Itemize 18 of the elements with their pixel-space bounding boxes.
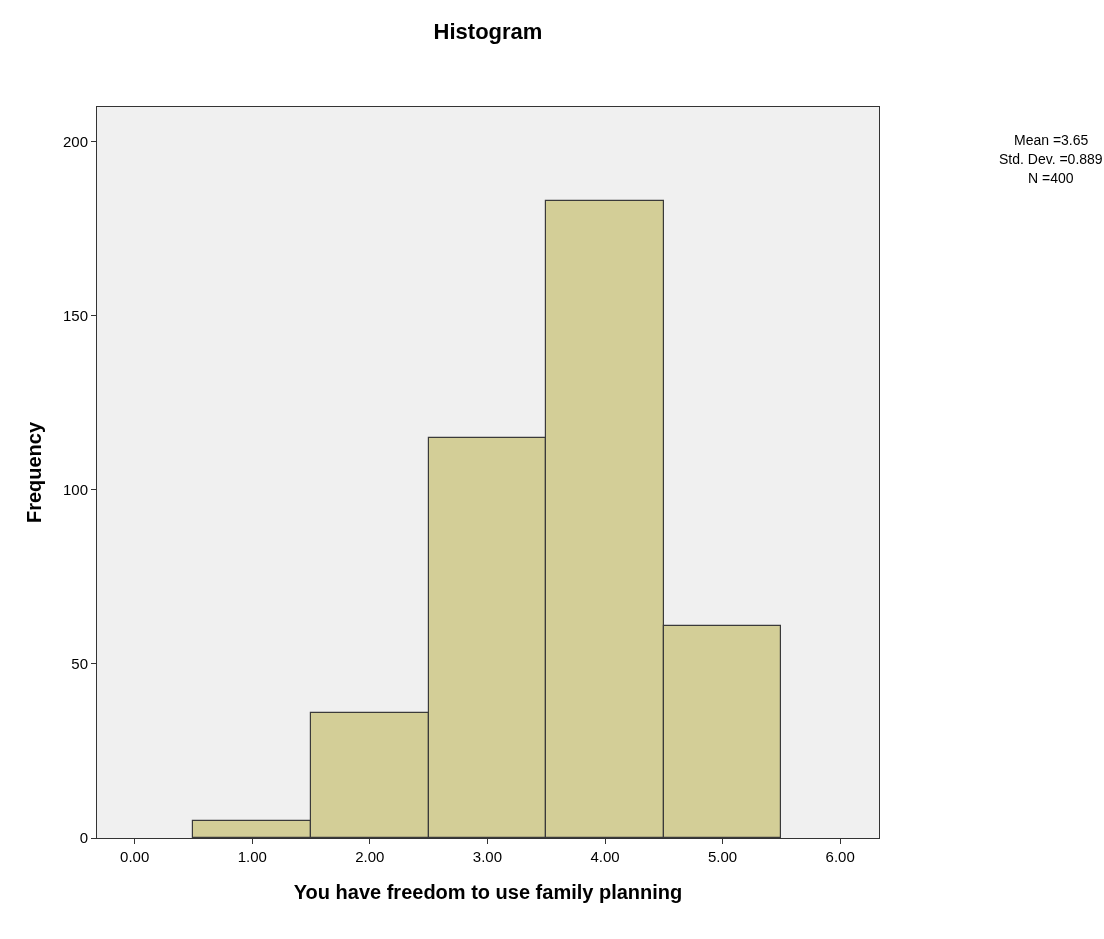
y-tick-label: 100 — [62, 481, 88, 499]
y-tick-label: 150 — [62, 307, 88, 325]
x-tick-label: 2.00 — [355, 848, 385, 865]
x-tick-label: 6.00 — [825, 848, 855, 865]
chart-title: Histogram — [433, 18, 543, 44]
x-tick-label: 3.00 — [472, 848, 503, 865]
y-tick-label: 50 — [71, 655, 88, 673]
x-tick-label: 1.00 — [237, 848, 267, 865]
y-axis-title: Frequency — [23, 421, 46, 524]
text: Std. Dev. =0.889 — [999, 151, 1103, 167]
y-tick-label: 200 — [62, 133, 88, 151]
text: N =400 — [1028, 170, 1074, 186]
x-axis-title: You have freedom to use family planning — [293, 880, 683, 903]
x-tick-label: 0.00 — [120, 848, 150, 865]
x-tick-label: 4.00 — [590, 848, 620, 865]
x-tick-label: 5.00 — [708, 848, 738, 865]
y-tick-label: 0 — [79, 829, 88, 847]
text: Mean =3.65 — [1014, 132, 1089, 148]
